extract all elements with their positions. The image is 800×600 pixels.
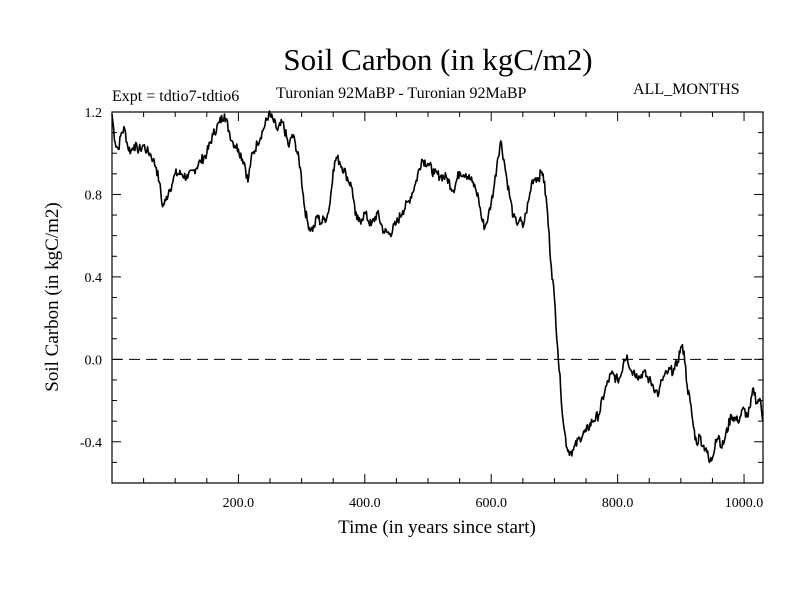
x-tick-label: 1000.0 <box>725 496 764 511</box>
months-label: ALL_MONTHS <box>633 81 740 98</box>
series-line <box>111 110 764 464</box>
x-tick-label: 200.0 <box>223 496 255 511</box>
x-tick-label: 400.0 <box>349 496 381 511</box>
y-tick-label: 0.4 <box>85 271 103 286</box>
y-tick-label: 0.0 <box>85 353 103 368</box>
y-tick-label: -0.4 <box>80 436 102 451</box>
chart-subtitle: Turonian 92MaBP - Turonian 92MaBP <box>276 85 527 102</box>
y-tick-label: 0.8 <box>85 188 103 203</box>
x-tick-label: 600.0 <box>475 496 507 511</box>
plot-frame <box>111 111 764 484</box>
y-axis-label: Soil Carbon (in kgC/m2) <box>42 202 63 391</box>
y-tick-label: 1.2 <box>85 106 103 121</box>
x-axis-label: Time (in years since start) <box>338 517 536 538</box>
experiment-label: Expt = tdtio7-tdtio6 <box>112 88 240 105</box>
chart-title: Soil Carbon (in kgC/m2) <box>283 42 593 77</box>
x-tick-label: 800.0 <box>602 496 634 511</box>
